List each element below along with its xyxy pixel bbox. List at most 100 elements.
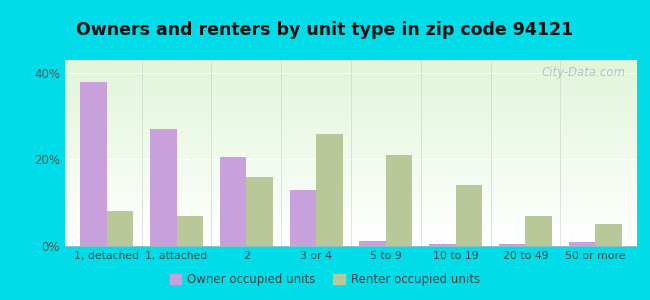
Bar — [65, 94, 637, 95]
Bar — [595, 224, 621, 246]
Bar — [65, 101, 637, 103]
Bar — [65, 122, 637, 123]
Bar — [65, 157, 637, 159]
Bar — [65, 114, 637, 116]
Bar — [65, 110, 637, 112]
Bar — [65, 220, 637, 222]
Bar — [65, 80, 637, 82]
Bar — [456, 185, 482, 246]
Bar — [65, 172, 637, 173]
Bar — [65, 151, 637, 153]
Bar — [65, 108, 637, 110]
Bar — [65, 106, 637, 108]
Bar — [65, 86, 637, 88]
Bar — [65, 194, 637, 196]
Bar — [65, 125, 637, 127]
Bar — [525, 216, 552, 246]
Bar — [65, 84, 637, 86]
Bar — [386, 155, 412, 246]
Bar — [65, 142, 637, 144]
Bar — [65, 119, 637, 122]
Bar — [65, 153, 637, 155]
Bar — [65, 164, 637, 166]
Bar — [107, 212, 133, 246]
Bar — [65, 183, 637, 184]
Bar — [65, 146, 637, 147]
Bar — [65, 214, 637, 216]
Bar — [499, 244, 525, 246]
Bar — [65, 212, 637, 214]
Bar — [65, 222, 637, 224]
Bar — [429, 244, 456, 246]
Bar — [359, 241, 386, 246]
Bar — [65, 175, 637, 177]
Bar — [65, 207, 637, 209]
Bar — [65, 216, 637, 218]
Bar — [65, 200, 637, 201]
Bar — [65, 160, 637, 162]
Bar — [65, 99, 637, 101]
Bar — [65, 235, 637, 237]
Bar — [65, 238, 637, 240]
Bar — [177, 216, 203, 246]
Bar — [65, 103, 637, 105]
Bar — [65, 88, 637, 90]
Bar — [65, 227, 637, 229]
Bar — [65, 203, 637, 205]
Bar — [65, 242, 637, 244]
Bar — [65, 75, 637, 77]
Bar — [65, 77, 637, 79]
Bar — [65, 90, 637, 92]
Bar — [65, 201, 637, 203]
Bar — [65, 162, 637, 164]
Bar — [65, 240, 637, 242]
Bar — [65, 134, 637, 136]
Bar — [65, 190, 637, 192]
Bar — [65, 97, 637, 99]
Bar — [65, 92, 637, 94]
Bar — [65, 244, 637, 246]
Bar — [65, 112, 637, 114]
Bar — [65, 95, 637, 97]
Bar — [65, 66, 637, 68]
Bar — [81, 82, 107, 246]
Bar — [65, 181, 637, 183]
Bar — [65, 140, 637, 142]
Bar — [316, 134, 343, 246]
Bar — [65, 166, 637, 168]
Bar — [65, 192, 637, 194]
Bar — [65, 149, 637, 151]
Bar — [65, 224, 637, 226]
Bar — [65, 177, 637, 179]
Bar — [65, 68, 637, 69]
Bar — [65, 211, 637, 212]
Bar — [65, 187, 637, 188]
Bar — [65, 123, 637, 125]
Bar — [65, 155, 637, 157]
Bar — [65, 229, 637, 231]
Bar — [569, 242, 595, 246]
Bar — [65, 136, 637, 138]
Bar — [65, 159, 637, 161]
Bar — [65, 127, 637, 129]
Bar — [65, 116, 637, 118]
Bar — [65, 60, 637, 62]
Legend: Owner occupied units, Renter occupied units: Owner occupied units, Renter occupied un… — [165, 269, 485, 291]
Bar — [65, 226, 637, 227]
Bar — [65, 205, 637, 207]
Text: City-Data.com: City-Data.com — [541, 66, 625, 79]
Bar — [65, 231, 637, 233]
Bar — [65, 133, 637, 134]
Bar — [65, 69, 637, 71]
Bar — [65, 118, 637, 119]
Bar — [65, 62, 637, 64]
Bar — [65, 144, 637, 146]
Bar — [65, 233, 637, 235]
Bar — [150, 129, 177, 246]
Bar — [65, 184, 637, 187]
Bar — [290, 190, 316, 246]
Bar — [65, 129, 637, 131]
Bar — [65, 79, 637, 80]
Bar — [65, 170, 637, 172]
Bar — [65, 237, 637, 239]
